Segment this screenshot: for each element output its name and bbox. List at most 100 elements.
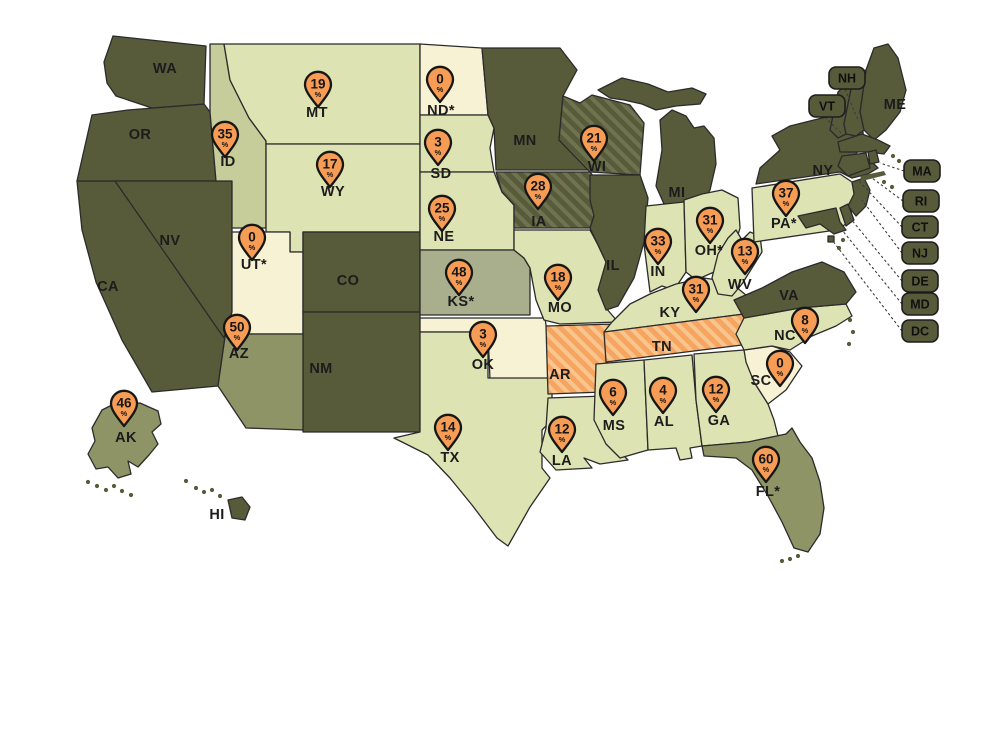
island-dot [94,483,100,489]
badge-MA [903,159,941,183]
pin-unit: % [591,144,598,153]
pin-value: 3 [479,327,487,342]
state-shape-MI [597,77,717,205]
pin-shape [643,227,673,266]
badge-label-MA: MA [912,165,931,179]
pin-OH: 31% [695,206,725,245]
state-label-VA: VA [779,288,799,304]
state-label-OH: OH* [695,243,724,259]
pin-WY: 17% [315,150,345,189]
badge-NJ [901,241,939,265]
pin-shape [790,306,820,345]
pin-GA: 12% [701,375,731,414]
badge-VT [808,94,846,118]
state-label-KY: KY [660,305,681,321]
state-shape-DE [839,203,855,227]
pin-unit: % [437,85,444,94]
state-label-OK: OK [472,357,495,373]
pin-value: 0 [248,230,256,245]
island-dot [850,329,856,335]
state-label-UT: UT* [241,257,267,273]
pin-shape [210,120,240,159]
pin-shape [303,70,333,109]
leader-line-RI [871,177,904,202]
pin-KS: 48% [444,258,474,297]
pin-OK: 3% [468,320,498,359]
state-shape-RI [867,149,880,165]
pin-value: 46 [116,396,132,411]
state-label-AZ: AZ [229,346,249,362]
state-shape-DC [827,235,835,243]
state-label-CA: CA [97,279,119,295]
pin-unit: % [559,435,566,444]
pin-value: 18 [550,270,566,285]
pin-unit: % [713,395,720,404]
badge-RI [902,189,940,213]
pin-unit: % [439,214,446,223]
pin-UT: 0% [237,223,267,262]
state-label-NC: NC [774,328,796,344]
state-shape-CO [302,231,421,313]
state-label-PA: PA* [771,216,797,232]
pin-value: 4 [659,383,667,398]
badge-NH [828,66,866,90]
pin-shape [444,258,474,297]
state-label-ND: ND* [427,103,455,119]
badge-label-CT: CT [912,221,929,235]
pin-value: 14 [440,420,456,435]
leader-line-DC [831,239,903,332]
pin-shape [598,378,628,417]
pin-PA: 37% [771,179,801,218]
pin-shape [423,128,453,167]
state-shape-MD [797,207,847,235]
badge-label-RI: RI [915,195,928,209]
leader-line-MD [841,229,903,305]
pin-WV: 13% [730,237,760,276]
pin-shape [695,206,725,245]
state-label-MO: MO [548,300,572,316]
pin-value: 33 [650,234,666,249]
state-label-FL: FL* [756,484,781,500]
pin-shape [701,375,731,414]
pin-shape [648,376,678,415]
pin-unit: % [222,140,229,149]
pin-value: 35 [217,127,233,142]
leader-line-VT [824,116,842,134]
pin-NC: 8% [790,306,820,345]
state-label-MN: MN [513,133,536,149]
pin-TX: 14% [433,413,463,452]
pin-value: 13 [737,244,753,259]
island-dot [881,179,887,185]
pin-unit: % [315,90,322,99]
pin-shape [681,275,711,314]
pin-unit: % [777,369,784,378]
pin-shape [523,172,553,211]
state-label-SD: SD [431,166,452,182]
state-shape-ME [859,43,907,141]
legend: 100%75%50%25%0% Percent of the state pop… [0,598,1000,750]
island-dot [896,158,902,164]
pin-value: 50 [229,320,244,335]
pin-shape [109,389,139,428]
pin-value: 31 [688,282,704,297]
coastline-fragment [860,171,886,181]
state-label-AK: AK [115,430,137,446]
pin-NE: 25% [427,194,457,233]
pin-value: 0 [776,356,784,371]
state-label-MT: MT [306,105,328,121]
leader-line-NJ [861,199,903,254]
island-dot [103,487,109,493]
pin-AL: 4% [648,376,678,415]
pin-shape [730,237,760,276]
state-label-ME: ME [884,97,907,113]
pin-shape [543,263,573,302]
pin-unit: % [480,340,487,349]
state-label-TX: TX [440,450,459,466]
state-label-NE: NE [434,229,455,245]
state-shape-FL [701,427,825,553]
pin-unit: % [121,409,128,418]
pin-shape [222,313,252,352]
pin-value: 12 [708,382,723,397]
